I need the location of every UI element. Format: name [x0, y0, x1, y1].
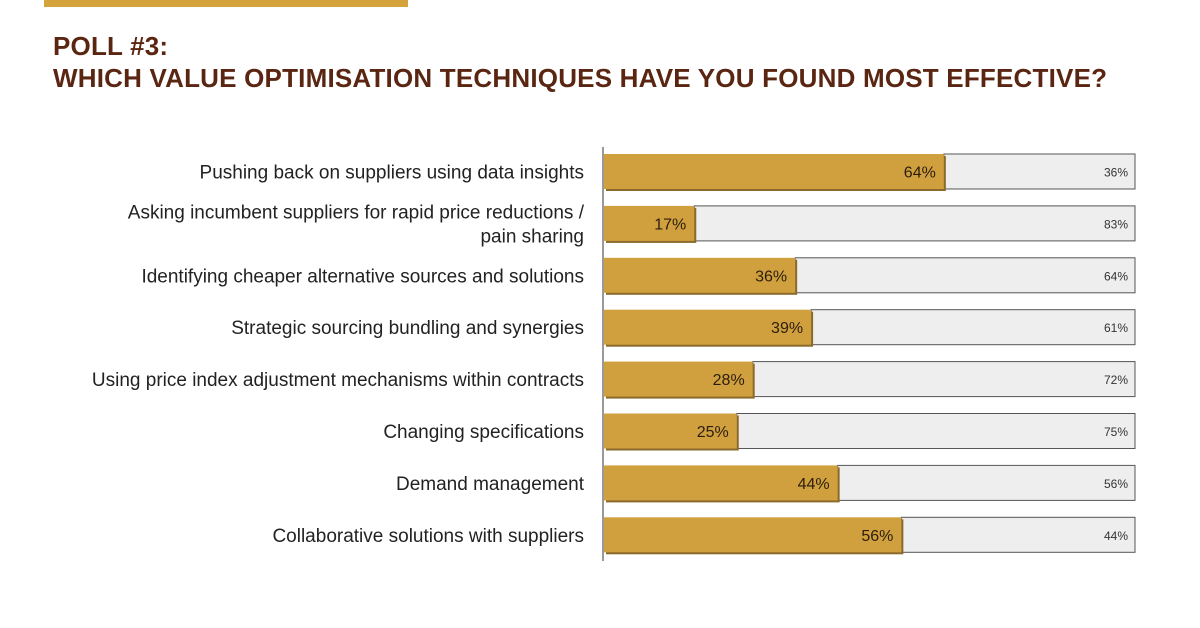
bar-remainder	[736, 413, 1136, 449]
value-label-remainder: 56%	[1104, 477, 1128, 491]
bar-remainder	[943, 153, 1136, 190]
category-label-line: Collaborative solutions with suppliers	[272, 526, 584, 547]
category-label-line: Asking incumbent suppliers for rapid pri…	[128, 202, 585, 223]
value-label-remainder: 64%	[1104, 269, 1128, 283]
value-label-remainder: 61%	[1104, 321, 1128, 335]
category-label: Using price index adjustment mechanisms …	[92, 370, 584, 391]
value-label-selected: 25%	[697, 424, 729, 441]
bar-selected	[604, 257, 796, 293]
bar-selected	[604, 413, 737, 449]
poll-question: WHICH VALUE OPTIMISATION TECHNIQUES HAVE…	[53, 63, 1108, 93]
bar-selected	[604, 309, 812, 345]
category-label-line: Pushing back on suppliers using data ins…	[200, 163, 584, 184]
value-label-remainder: 72%	[1104, 373, 1128, 387]
value-label-remainder: 83%	[1104, 217, 1128, 231]
value-label-selected: 17%	[654, 216, 686, 233]
bar-remainder	[752, 361, 1136, 398]
value-label-selected: 44%	[798, 476, 830, 493]
value-label-remainder: 36%	[1104, 166, 1128, 180]
poll-label: POLL #3:	[53, 31, 169, 61]
bar-remainder	[900, 516, 1136, 553]
category-label: Collaborative solutions with suppliers	[272, 526, 584, 547]
bar-selected	[604, 465, 838, 501]
accent-bar	[44, 0, 408, 7]
value-label-selected: 39%	[771, 320, 803, 337]
category-label: Asking incumbent suppliers for rapid pri…	[128, 202, 585, 247]
bar-selected	[604, 517, 902, 553]
bar-selected	[604, 361, 753, 397]
category-label-line: pain sharing	[480, 226, 584, 247]
category-label: Pushing back on suppliers using data ins…	[200, 163, 584, 184]
category-label-line: Using price index adjustment mechanisms …	[92, 370, 584, 391]
bar-remainder	[837, 464, 1136, 501]
bar-selected	[604, 205, 695, 241]
value-label-selected: 64%	[904, 165, 936, 182]
category-label-line: Strategic sourcing bundling and synergie…	[231, 318, 584, 339]
category-label: Changing specifications	[383, 422, 584, 443]
category-label: Identifying cheaper alternative sources …	[141, 266, 584, 287]
bar-selected	[604, 154, 944, 189]
value-label-remainder: 75%	[1104, 425, 1128, 439]
value-label-selected: 36%	[755, 268, 787, 285]
bar-remainder	[810, 309, 1136, 346]
value-label-selected: 28%	[713, 372, 745, 389]
category-label-line: Changing specifications	[383, 422, 584, 443]
category-label: Strategic sourcing bundling and synergie…	[231, 318, 584, 339]
category-label: Demand management	[396, 474, 585, 495]
value-label-remainder: 44%	[1104, 529, 1128, 543]
value-label-selected: 56%	[861, 528, 893, 545]
category-label-line: Identifying cheaper alternative sources …	[141, 266, 584, 287]
category-label-line: Demand management	[396, 474, 585, 495]
page-title: POLL #3: WHICH VALUE OPTIMISATION TECHNI…	[53, 30, 1107, 94]
bar-remainder	[693, 205, 1136, 242]
bar-remainder	[794, 257, 1136, 294]
